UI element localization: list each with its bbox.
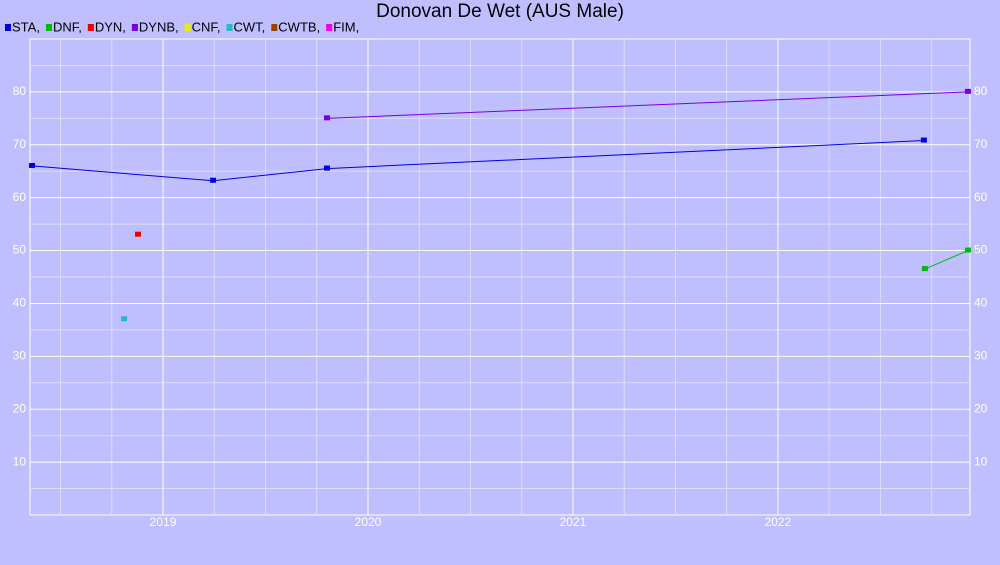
- x-tick-label: 2021: [560, 515, 587, 529]
- x-tick-label: 2019: [150, 515, 177, 529]
- legend-label: FIM,: [333, 19, 359, 34]
- data-point: [964, 88, 971, 94]
- y2-tick-label: 20: [974, 401, 988, 415]
- data-point: [921, 266, 928, 272]
- y-tick-label: 30: [13, 349, 27, 363]
- legend-label: CWTB,: [278, 19, 320, 34]
- y2-tick-label: 70: [974, 137, 988, 151]
- y-tick-label: 40: [13, 296, 27, 310]
- y2-tick-label: 40: [974, 296, 988, 310]
- legend-label: DYN,: [95, 19, 126, 34]
- y-tick-label: 20: [13, 401, 27, 415]
- data-point: [324, 115, 331, 121]
- x-tick-label: 2022: [765, 515, 792, 529]
- data-point: [121, 316, 128, 322]
- y-tick-label: 80: [13, 84, 27, 98]
- legend-label: CWT,: [234, 19, 266, 34]
- y-tick-label: 60: [13, 190, 27, 204]
- data-point: [210, 177, 217, 183]
- data-point: [29, 162, 36, 168]
- y2-tick-label: 80: [974, 84, 988, 98]
- y-tick-label: 50: [13, 243, 27, 257]
- chart-title: Donovan De Wet (AUS Male): [376, 1, 624, 22]
- data-point: [324, 165, 331, 171]
- legend-swatch: [326, 24, 333, 31]
- legend-swatch: [184, 24, 191, 31]
- legend-label: STA,: [12, 19, 40, 34]
- legend-swatch: [131, 24, 138, 31]
- data-point: [964, 247, 971, 253]
- data-point: [135, 231, 142, 237]
- legend-label: DYNB,: [139, 19, 179, 34]
- legend-swatch: [226, 24, 233, 31]
- y2-tick-label: 50: [974, 243, 988, 257]
- y2-tick-label: 10: [974, 454, 988, 468]
- y2-tick-label: 60: [974, 190, 988, 204]
- legend-label: CNF,: [192, 19, 221, 34]
- legend-label: DNF,: [53, 19, 82, 34]
- data-point: [920, 137, 927, 143]
- series-line: [32, 140, 924, 182]
- legend-swatch: [271, 24, 278, 31]
- series-line: [924, 250, 969, 270]
- y-tick-label: 10: [13, 454, 27, 468]
- series-line: [326, 91, 968, 119]
- x-tick-label: 2020: [355, 515, 382, 529]
- legend-swatch: [87, 24, 94, 31]
- legend-swatch: [5, 24, 11, 31]
- y-tick-label: 70: [13, 137, 27, 151]
- y2-tick-label: 30: [974, 349, 988, 363]
- legend-swatch: [45, 24, 52, 31]
